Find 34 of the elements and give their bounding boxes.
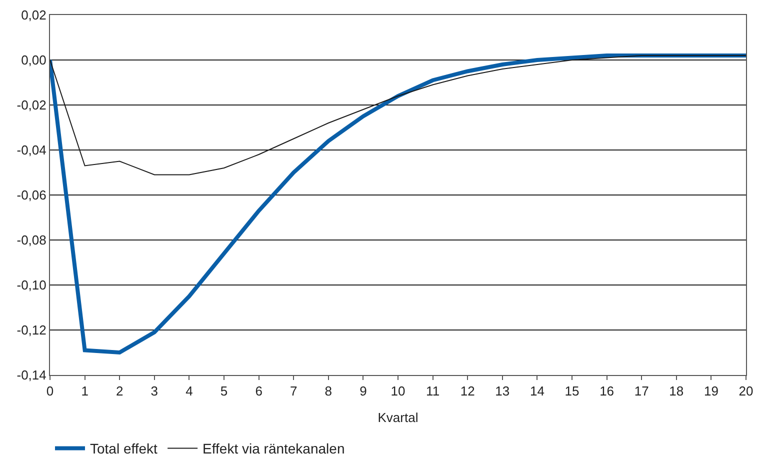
x-tick-label: 15 — [564, 384, 580, 399]
x-tick-label: 0 — [46, 384, 54, 399]
legend-label: Effekt via räntekanalen — [202, 440, 345, 457]
x-tick-label: 17 — [634, 384, 649, 399]
y-tick-label: -0,10 — [16, 278, 46, 293]
y-tick-label: -0,06 — [16, 188, 46, 203]
x-axis-title: Kvartal — [378, 410, 418, 426]
x-tick-label: 19 — [704, 384, 718, 399]
x-tick-label: 20 — [738, 384, 754, 399]
y-tick-label: -0,02 — [16, 98, 46, 113]
x-tick-label: 6 — [255, 384, 262, 399]
x-tick-label: 2 — [116, 384, 124, 399]
x-tick-label: 5 — [220, 384, 228, 399]
x-tick-label: 1 — [81, 384, 88, 399]
y-tick-label: -0,04 — [16, 142, 46, 158]
legend-label: Total effekt — [90, 440, 158, 457]
y-tick-label: 0,02 — [21, 8, 46, 23]
x-tick-label: 9 — [360, 384, 367, 399]
y-tick-label: -0,08 — [16, 232, 46, 248]
x-tick-label: 13 — [495, 384, 510, 399]
x-tick-label: 11 — [426, 384, 440, 399]
x-tick-label: 14 — [530, 384, 544, 399]
x-tick-label: 3 — [150, 384, 158, 399]
x-tick-label: 12 — [460, 384, 475, 399]
y-tick-label: -0,14 — [16, 368, 46, 383]
x-tick-label: 18 — [669, 384, 684, 399]
x-tick-label: 7 — [290, 384, 298, 399]
y-tick-label: 0,00 — [21, 52, 46, 68]
x-tick-label: 10 — [390, 384, 406, 399]
x-tick-label: 4 — [186, 384, 193, 399]
line-series — [50, 55, 746, 176]
x-tick-label: 8 — [324, 384, 332, 399]
y-tick-label: -0,12 — [16, 322, 46, 338]
x-tick-label: 16 — [600, 384, 614, 399]
